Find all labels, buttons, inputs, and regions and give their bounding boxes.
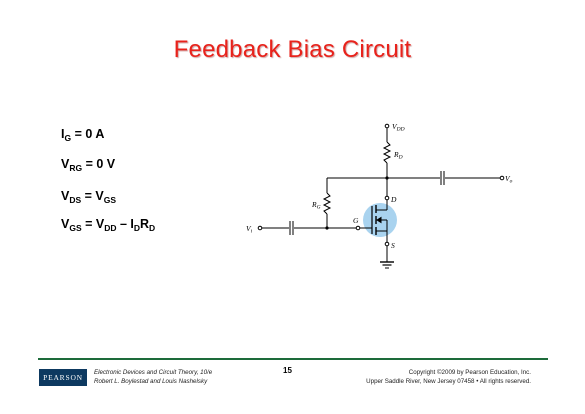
equation-text: = 0 A (71, 127, 105, 141)
drain-label: D (390, 195, 397, 204)
rg-resistor (322, 192, 332, 215)
equation-vgs: VGS = VDD – IDRD (61, 217, 155, 233)
gate-label: G (353, 216, 359, 225)
equation-text: = V (81, 217, 105, 231)
vi-terminal (257, 225, 263, 231)
equation-text: V (61, 189, 70, 203)
footer-divider (38, 358, 548, 360)
equation-text: = V (81, 189, 104, 203)
equation-subscript: DS (69, 195, 82, 205)
equation-ig: IG = 0 A (61, 127, 104, 143)
vdd-terminal (384, 123, 390, 129)
book-authors: Robert L. Boylestad and Louis Nashelsky (94, 377, 208, 385)
rg-label: RG (311, 200, 321, 211)
vdd-label: VDD (392, 122, 405, 133)
vo-label: Vo (505, 174, 513, 185)
copyright-line-1: Copyright ©2009 by Pearson Education, In… (408, 369, 531, 376)
vi-label: Vi (246, 224, 253, 235)
rd-label: RD (393, 150, 403, 161)
equation-vrg: VRG = 0 V (61, 157, 115, 173)
vo-terminal (499, 175, 505, 181)
equation-subscript: GS (69, 223, 82, 233)
book-title: Electronic Devices and Circuit Theory, 1… (94, 369, 213, 376)
equation-subscript: DD (104, 223, 117, 233)
equation-text: = 0 V (82, 157, 116, 171)
equation-text: R (140, 217, 150, 231)
equation-vds: VDS = VGS (61, 189, 116, 205)
equation-subscript: G (64, 133, 72, 143)
source-label: S (391, 241, 395, 250)
book-credit: Electronic Devices and Circuit Theory, 1… (94, 369, 212, 386)
equation-subscript: D (133, 223, 141, 233)
equation-text: I (61, 127, 65, 141)
copyright-line-2: Upper Saddle River, New Jersey 07458 • A… (366, 377, 531, 385)
equation-subscript: GS (103, 195, 117, 205)
equation-subscript: D (149, 223, 156, 233)
pearson-logo: PEARSON (39, 369, 87, 386)
page-number: 15 (283, 366, 292, 375)
equation-text: V (61, 157, 70, 171)
slide-title: Feedback Bias Circuit (173, 36, 412, 63)
equation-text: V (61, 217, 70, 231)
rd-resistor (382, 141, 392, 164)
equation-subscript: RG (69, 163, 83, 173)
copyright-notice: Copyright ©2009 by Pearson Education, In… (366, 369, 531, 386)
equation-text: – I (116, 217, 134, 231)
